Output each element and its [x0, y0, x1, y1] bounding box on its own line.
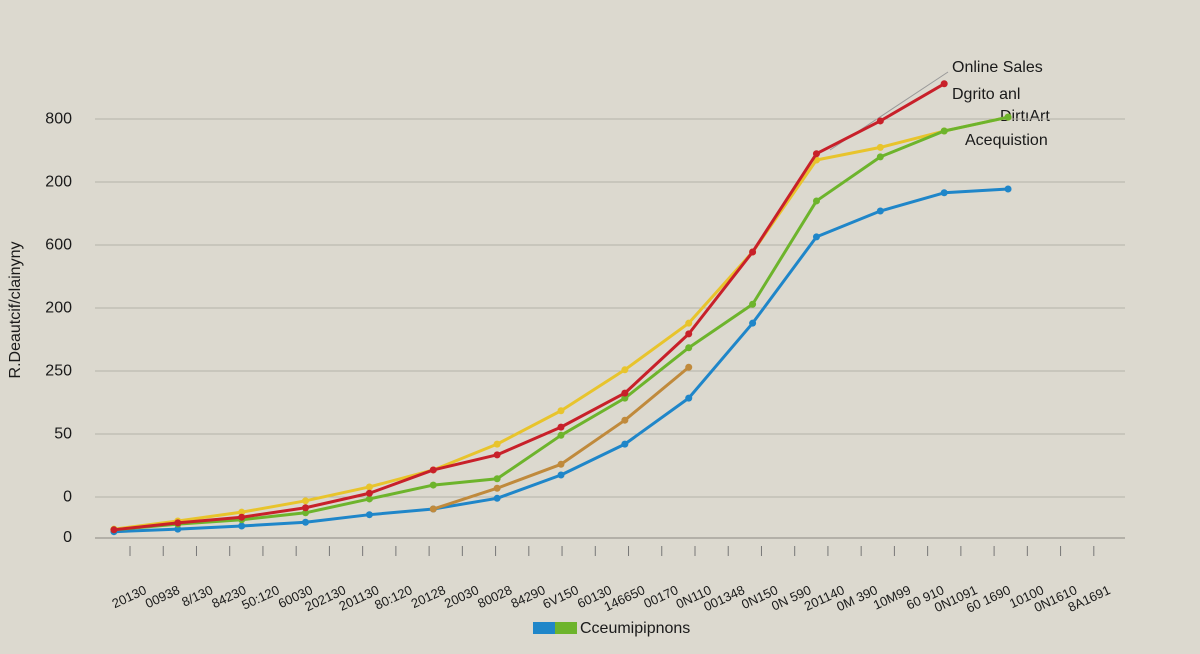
point: [749, 319, 757, 327]
point: [429, 466, 437, 474]
legend-swatch: [555, 622, 577, 634]
point: [238, 508, 246, 516]
point: [493, 440, 501, 448]
point: [557, 423, 565, 431]
legend-swatch: [533, 622, 555, 634]
point: [238, 513, 246, 521]
point: [940, 80, 948, 88]
legend-label: Cceumipipnons: [580, 620, 690, 637]
point: [940, 127, 948, 135]
point: [493, 451, 501, 459]
y-tick-label: 200: [45, 173, 72, 190]
point: [493, 475, 501, 483]
y-tick-label: 50: [54, 425, 72, 442]
point: [812, 197, 820, 205]
point: [685, 330, 693, 338]
point: [685, 344, 693, 352]
point: [302, 504, 310, 512]
point: [685, 394, 693, 402]
point: [174, 519, 182, 527]
point: [876, 143, 884, 151]
point: [557, 407, 565, 415]
point: [876, 117, 884, 125]
point: [493, 484, 501, 492]
point: [110, 526, 118, 534]
annotation: Acequistion: [965, 132, 1048, 149]
point: [365, 483, 373, 491]
y-tick-label: 0: [63, 488, 72, 505]
point: [876, 207, 884, 215]
annotation: Online Sales: [952, 59, 1043, 76]
point: [940, 189, 948, 197]
point: [621, 389, 629, 397]
point: [557, 471, 565, 479]
point: [812, 150, 820, 158]
point: [749, 248, 757, 256]
y-tick-label: 250: [45, 362, 72, 379]
y-tick-label: 0: [63, 529, 72, 546]
point: [365, 495, 373, 503]
point: [429, 481, 437, 489]
point: [876, 153, 884, 161]
y-tick-label: 800: [45, 110, 72, 127]
point: [365, 489, 373, 497]
point: [174, 525, 182, 533]
point: [302, 497, 310, 505]
point: [812, 233, 820, 241]
point: [621, 416, 629, 424]
point: [302, 518, 310, 526]
point: [429, 505, 437, 513]
point: [685, 363, 693, 371]
annotation: DirtıArt: [1000, 108, 1050, 125]
y-tick-label: 600: [45, 236, 72, 253]
y-tick-label: 200: [45, 299, 72, 316]
point: [621, 366, 629, 374]
point: [685, 319, 693, 327]
y-axis-label: R.Deautcif/clainyny: [7, 242, 24, 379]
point: [557, 460, 565, 468]
point: [749, 300, 757, 308]
point: [621, 394, 629, 402]
point: [365, 511, 373, 519]
point: [557, 431, 565, 439]
annotation: Dgrito anl: [952, 86, 1020, 103]
point: [302, 509, 310, 517]
point: [621, 440, 629, 448]
point: [1004, 185, 1012, 193]
point: [493, 494, 501, 502]
point: [238, 522, 246, 530]
series-line: [113, 82, 945, 532]
point: [1004, 113, 1012, 121]
